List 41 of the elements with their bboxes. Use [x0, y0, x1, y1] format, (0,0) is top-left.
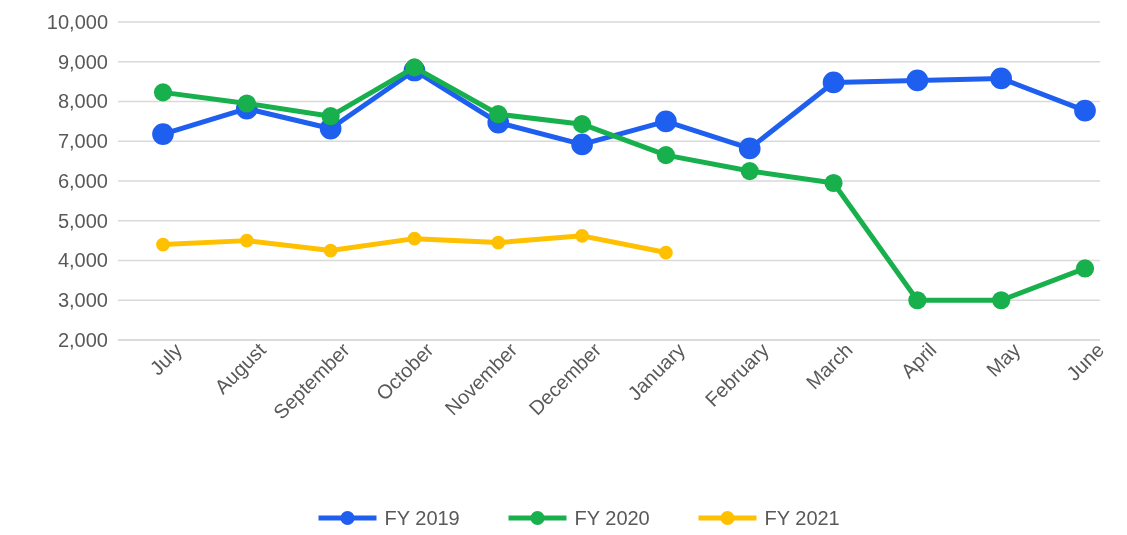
- x-tick-label: July: [145, 338, 187, 380]
- point: [738, 137, 761, 160]
- point: [1074, 99, 1096, 122]
- point: [153, 83, 173, 102]
- point: [824, 173, 843, 193]
- y-tick-label: 6,000: [57, 169, 108, 192]
- point: [237, 94, 256, 113]
- y-tick-label: 2,000: [57, 328, 108, 351]
- y-tick-label: 5,000: [57, 209, 108, 232]
- point: [571, 133, 593, 156]
- y-tick-label: 10,000: [46, 10, 108, 33]
- point: [822, 71, 845, 94]
- point: [908, 291, 927, 310]
- point: [990, 67, 1013, 90]
- x-tick-label: May: [982, 338, 1025, 381]
- legend-label: FY 2019: [384, 507, 460, 529]
- point: [491, 235, 506, 250]
- point: [239, 233, 254, 248]
- point: [407, 231, 422, 246]
- y-tick-label: 4,000: [57, 249, 108, 272]
- y-tick-label: 8,000: [57, 90, 108, 113]
- point: [992, 291, 1011, 310]
- y-tick-label: 3,000: [57, 289, 108, 312]
- legend-label: FY 2020: [574, 507, 650, 529]
- legend-label: FY 2021: [764, 507, 840, 529]
- point: [656, 146, 676, 165]
- point: [156, 237, 170, 252]
- point: [405, 58, 424, 77]
- point: [572, 115, 592, 134]
- point: [323, 243, 338, 258]
- point: [575, 228, 589, 243]
- point: [655, 110, 677, 133]
- point: [740, 161, 759, 181]
- point: [906, 69, 929, 92]
- point: [659, 245, 673, 260]
- y-tick-label: 9,000: [57, 50, 108, 73]
- point: [321, 107, 340, 126]
- y-tick-label: 7,000: [57, 130, 108, 153]
- point: [152, 123, 174, 145]
- point: [1075, 259, 1095, 278]
- point: [489, 105, 508, 124]
